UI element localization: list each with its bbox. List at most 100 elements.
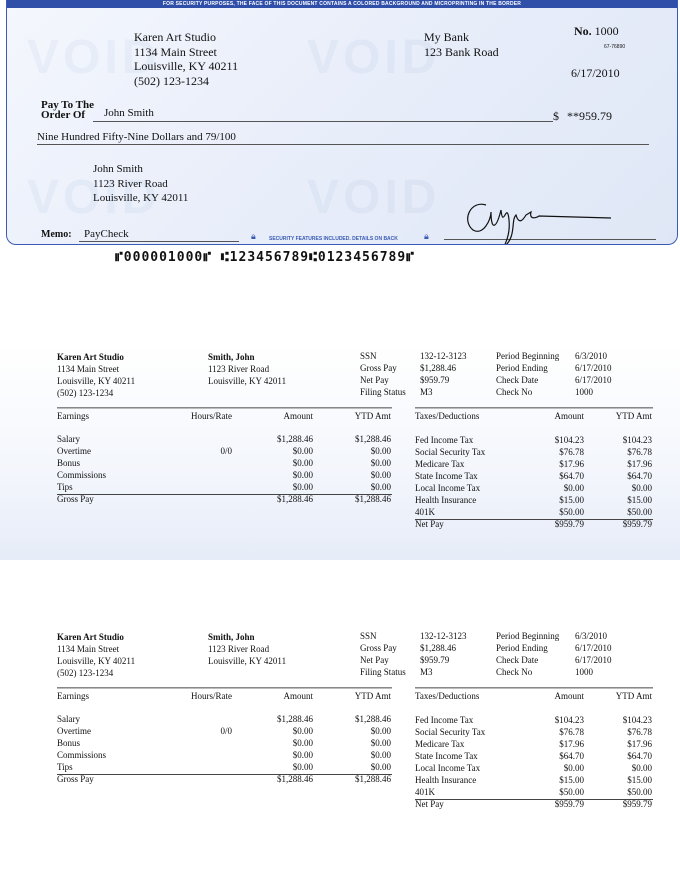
- earnings-row-label: Salary: [57, 714, 80, 724]
- earnings-cell: $1,288.46: [277, 714, 313, 724]
- earnings-row-label: Salary: [57, 434, 80, 444]
- earnings-header: Hours/Rate: [191, 411, 232, 421]
- earnings-cell: $0.00: [370, 762, 391, 772]
- pay-stub: Karen Art Studio 1134 Main Street Louisv…: [0, 625, 680, 840]
- deductions-cell: $17.96: [559, 739, 584, 749]
- signature-line: [444, 239, 656, 240]
- check-number-value: 1000: [594, 24, 619, 38]
- routing-fraction: 67-76890: [604, 44, 626, 50]
- info-label: Filing Status: [360, 667, 406, 677]
- info-value: 132-12-3123: [420, 631, 467, 641]
- deductions-cell: $50.00: [627, 507, 652, 517]
- deductions-header-rule: [415, 407, 653, 409]
- earnings-cell: $0.00: [370, 446, 391, 456]
- payee-name: John Smith: [104, 107, 154, 119]
- deductions-row-label: Medicare Tax: [415, 459, 465, 469]
- deductions-cell: $76.78: [627, 447, 652, 457]
- earnings-header: YTD Amt: [354, 411, 391, 421]
- deductions-cell: $17.96: [627, 739, 652, 749]
- deductions-row-label: Local Income Tax: [415, 763, 481, 773]
- period-label: Check Date: [496, 375, 539, 385]
- deductions-cell: $76.78: [627, 727, 652, 737]
- period-label: Period Beginning: [496, 351, 560, 361]
- payer-name: Karen Art Studio: [134, 30, 216, 44]
- deductions-row-label: Fed Income Tax: [415, 715, 474, 725]
- payer-street: 1134 Main Street: [134, 44, 217, 59]
- check-amount: **959.79: [567, 109, 612, 123]
- payee-address: John Smith 1123 River Road Louisville, K…: [93, 162, 188, 206]
- bank-name: My Bank: [424, 30, 469, 44]
- info-value: $1,288.46: [420, 643, 456, 653]
- deductions-row-label: Fed Income Tax: [415, 435, 474, 445]
- bank-street: 123 Bank Road: [424, 44, 499, 59]
- period-value: 6/17/2010: [575, 655, 612, 665]
- deductions-header: Taxes/Deductions: [415, 411, 480, 421]
- deductions-row-label: State Income Tax: [415, 471, 478, 481]
- period-label: Period Ending: [496, 363, 548, 373]
- period-value: 6/3/2010: [575, 631, 608, 641]
- info-label: Net Pay: [360, 375, 389, 385]
- deductions-cell: $15.00: [627, 495, 652, 505]
- amount-words: Nine Hundred Fifty-Nine Dollars and 79/1…: [37, 131, 236, 143]
- employee-address: Smith, John 1123 River Road Louisville, …: [208, 351, 286, 387]
- company-street: 1134 Main Street: [57, 644, 120, 654]
- info-label: Filing Status: [360, 387, 406, 397]
- payer-city: Louisville, KY 40211: [134, 59, 239, 73]
- earnings-row-label: Tips: [57, 482, 73, 492]
- check-date: 6/17/2010: [571, 66, 620, 80]
- signature-image: [467, 203, 612, 244]
- deductions-row-label: Social Security Tax: [415, 447, 486, 457]
- deductions-cell: $64.70: [627, 751, 652, 761]
- deductions-row-label: Health Insurance: [415, 495, 477, 505]
- period-label: Period Ending: [496, 643, 548, 653]
- deductions-cell: $64.70: [559, 471, 584, 481]
- deductions-total: $959.79: [554, 519, 584, 529]
- check-number-label: No.: [574, 24, 592, 38]
- earnings-row-label: Commissions: [57, 750, 107, 760]
- deductions-cell: $0.00: [563, 763, 584, 773]
- pay-to-label: Pay To The Order Of: [41, 99, 94, 121]
- deductions-cell: $64.70: [559, 751, 584, 761]
- earnings-cell: $0.00: [370, 482, 391, 492]
- security-banner: FOR SECURITY PURPOSES, THE FACE OF THIS …: [7, 0, 677, 8]
- earnings-cell: $0.00: [292, 750, 313, 760]
- earnings-row-label: Overtime: [57, 446, 91, 456]
- deductions-total-rule: [415, 799, 653, 800]
- payee-address-street: 1123 River Road: [93, 177, 168, 190]
- earnings-header-rule: [57, 407, 392, 409]
- earnings-total: $1,288.46: [277, 774, 313, 784]
- void-watermark: VOID: [307, 31, 441, 84]
- deductions-cell: $104.23: [554, 715, 584, 725]
- earnings-cell: $0.00: [292, 470, 313, 480]
- deductions-cell: $15.00: [559, 495, 584, 505]
- pay-to-label-line1: Pay To The: [41, 99, 94, 111]
- deductions-cell: $64.70: [627, 471, 652, 481]
- earnings-total-rule: [57, 774, 392, 775]
- deductions-cell: $15.00: [559, 775, 584, 785]
- employee-street: 1123 River Road: [208, 644, 270, 654]
- check: FOR SECURITY PURPOSES, THE FACE OF THIS …: [6, 0, 678, 245]
- deductions-cell: $17.96: [559, 459, 584, 469]
- memo-line: [79, 241, 239, 242]
- earnings-row-label: Commissions: [57, 470, 107, 480]
- period-value: 6/17/2010: [575, 643, 612, 653]
- deductions-total: Net Pay: [415, 519, 444, 529]
- payee-address-city: Louisville, KY 42011: [93, 192, 189, 204]
- earnings-cell: $0.00: [292, 482, 313, 492]
- info-value: M3: [420, 387, 433, 397]
- company-phone: (502) 123-1234: [57, 388, 114, 398]
- earnings-cell: $1,288.46: [355, 434, 391, 444]
- earnings-header: YTD Amt: [354, 691, 391, 701]
- deductions-cell: $0.00: [631, 763, 652, 773]
- period-value: 6/17/2010: [575, 363, 612, 373]
- earnings-cell: $0.00: [292, 446, 313, 456]
- deductions-total: $959.79: [554, 799, 584, 809]
- currency-symbol: $: [553, 109, 559, 123]
- info-label: Net Pay: [360, 655, 389, 665]
- earnings-row-label: Tips: [57, 762, 73, 772]
- earnings-cell: $0.00: [370, 750, 391, 760]
- info-value: M3: [420, 667, 433, 677]
- company-city: Louisville, KY 40211: [57, 656, 136, 666]
- company-name: Karen Art Studio: [57, 352, 124, 362]
- earnings-header: Amount: [283, 411, 313, 421]
